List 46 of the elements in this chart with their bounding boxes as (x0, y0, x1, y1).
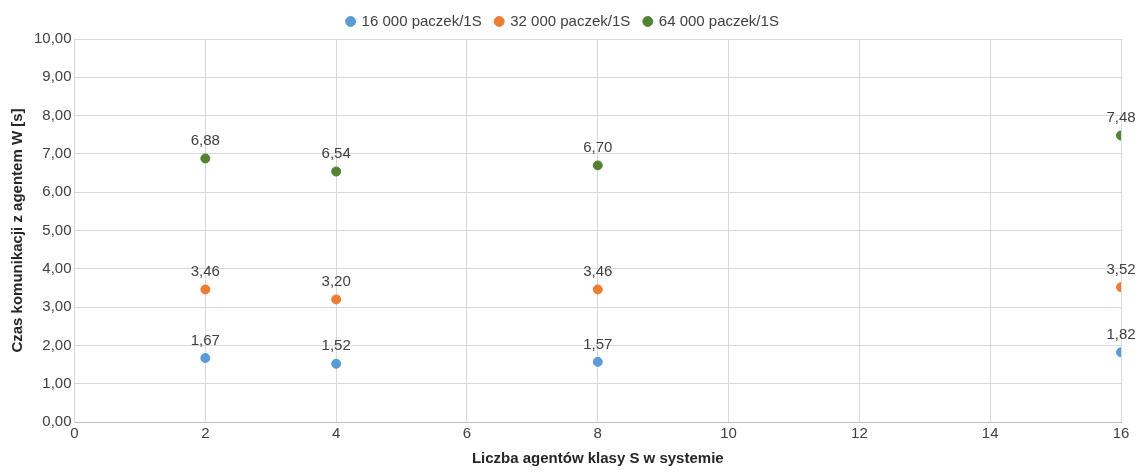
point (592, 356, 603, 367)
legend-label: 64 000 paczek/1S (658, 11, 779, 29)
point (331, 358, 342, 369)
x-tick-label: 14 (981, 424, 999, 442)
legend-label: 32 000 paczek/1S (510, 11, 631, 29)
y-tick-label: 7,00 (42, 144, 72, 162)
x-tick-label: 6 (462, 424, 472, 442)
y-tick-label: 4,00 (42, 258, 72, 276)
y-axis-title: Czas komunikacji z agentem W [s] (8, 108, 26, 353)
y-tick-label: 5,00 (42, 220, 72, 238)
point (592, 160, 603, 171)
x-tick-label: 8 (593, 424, 602, 442)
y-tick-label: 0,00 (42, 412, 72, 430)
data-label: 1,52 (321, 336, 351, 354)
point (200, 353, 211, 364)
data-label: 6,88 (190, 131, 220, 149)
x-tick-label: 4 (331, 424, 341, 442)
point (331, 166, 342, 177)
x-tick-label: 16 (1112, 424, 1130, 442)
point (592, 284, 603, 295)
y-tick-label: 10,00 (33, 29, 72, 47)
x-tick-label: 2 (201, 424, 210, 442)
y-tick-label: 3,00 (42, 297, 72, 315)
data-label: 6,54 (321, 144, 351, 162)
y-tick-label: 9,00 (42, 67, 72, 85)
y-tick-label: 6,00 (42, 182, 72, 200)
data-label: 1,82 (1106, 324, 1136, 342)
y-tick-label: 1,00 (42, 373, 72, 391)
data-label: 7,48 (1106, 108, 1136, 126)
point (331, 294, 342, 305)
legend-label: 16 000 paczek/1S (361, 11, 482, 29)
data-label: 3,52 (1106, 259, 1136, 277)
point (200, 284, 211, 295)
data-label: 1,67 (190, 330, 220, 348)
x-axis-title: Liczba agentów klasy S w systemie (471, 449, 724, 467)
y-tick-label: 2,00 (42, 335, 72, 353)
data-label: 3,46 (583, 262, 613, 280)
x-tick-label: 0 (70, 424, 79, 442)
data-label: 3,46 (190, 262, 220, 280)
data-label: 3,20 (321, 272, 351, 290)
data-label: 6,70 (583, 138, 613, 156)
point (200, 153, 211, 164)
data-label: 1,57 (583, 334, 613, 352)
x-tick-label: 12 (851, 424, 868, 442)
y-tick-label: 8,00 (42, 105, 72, 123)
x-tick-label: 10 (720, 424, 737, 442)
